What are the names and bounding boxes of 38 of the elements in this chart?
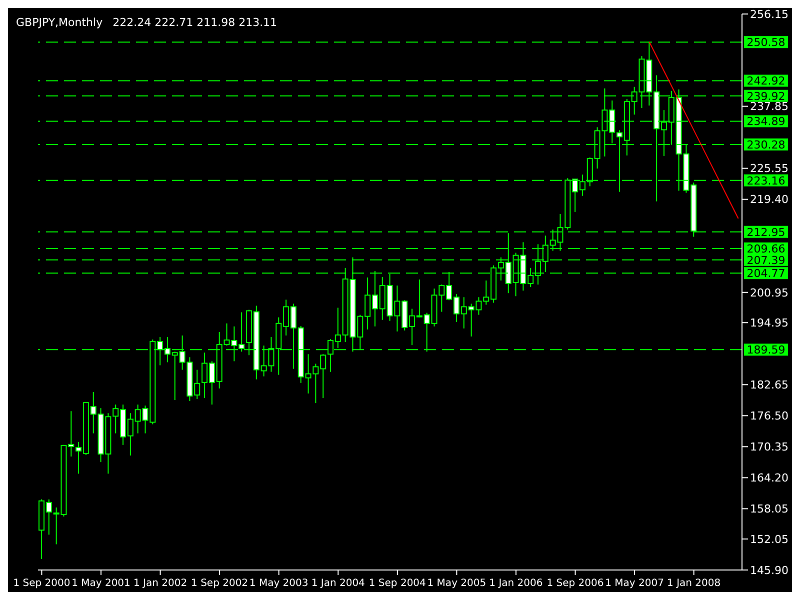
x-tick-label: 1 May 2003 <box>249 578 308 589</box>
x-tick-label: 1 May 2001 <box>72 578 130 589</box>
y-tick-label: 219.40 <box>750 193 788 206</box>
ref-line-label: 212.95 <box>746 226 786 239</box>
y-tick-label: 170.35 <box>750 440 788 454</box>
x-tick-label: 1 Jan 2002 <box>133 578 188 589</box>
x-tick-label: 1 Sep 2006 <box>546 578 604 589</box>
x-tick-label: 1 Sep 2000 <box>13 578 70 589</box>
x-tick-label: 1 Sep 2004 <box>368 578 426 589</box>
ref-line-label: 242.92 <box>746 74 786 88</box>
ref-line-label: 230.28 <box>746 138 786 152</box>
ref-line-label: 209.66 <box>746 242 786 256</box>
ref-line-label: 250.58 <box>746 36 786 50</box>
ref-line-label: 239.92 <box>746 90 786 103</box>
y-tick-label: 182.65 <box>750 378 788 392</box>
y-tick-label: 158.05 <box>750 502 788 516</box>
ref-line-label: 223.16 <box>746 174 786 188</box>
y-tick-label: 164.20 <box>750 472 788 485</box>
x-tick-label: 1 Sep 2002 <box>191 578 248 589</box>
x-tick-label: 1 Jan 2004 <box>311 578 365 589</box>
x-tick-label: 1 Jan 2008 <box>667 578 721 589</box>
ref-line-label: 189.59 <box>746 344 786 357</box>
y-tick-label: 145.90 <box>750 564 788 577</box>
x-tick-label: 1 May 2007 <box>605 578 664 589</box>
y-tick-label: 176.50 <box>750 410 788 423</box>
chart-title: GBPJPY,Monthly <box>16 16 103 29</box>
y-tick-label: 200.95 <box>750 286 788 300</box>
y-tick-label: 152.05 <box>750 532 788 546</box>
y-tick-label: 225.55 <box>750 162 788 176</box>
ref-line-label: 234.89 <box>746 115 786 128</box>
ref-line-label: 204.77 <box>746 267 786 280</box>
x-tick-label: 1 Jan 2006 <box>489 578 543 589</box>
chart-subtitle: 222.24 222.71 211.98 213.11 <box>112 16 278 29</box>
x-tick-label: 1 May 2005 <box>427 578 486 589</box>
y-tick-label: 256.15 <box>750 8 788 21</box>
y-tick-label: 194.95 <box>750 316 788 330</box>
y-tick-label: 237.85 <box>750 100 788 114</box>
ref-line-label: 207.39 <box>746 254 786 267</box>
